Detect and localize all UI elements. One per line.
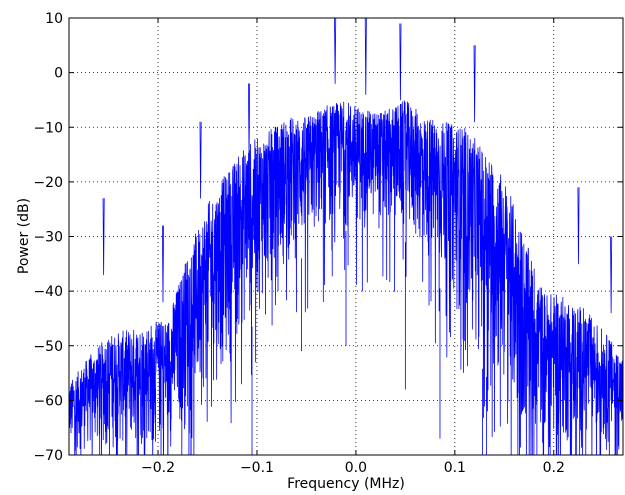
x-axis-title: Frequency (MHz) [287, 476, 405, 492]
y-tick-label: −40 [33, 284, 63, 300]
y-tick-label: −50 [33, 339, 63, 355]
x-tick-label: 0.1 [444, 460, 466, 476]
series-power-spectrum [69, 18, 623, 455]
axis-ticks [69, 17, 623, 456]
x-tick-label: −0.1 [240, 460, 274, 476]
y-tick-label: −70 [33, 448, 63, 464]
tick-labels: −0.2 −0.1 0.0 0.1 0.2 10 0 −10 −20 −30 −40 −50 −60 −7… [33, 11, 564, 476]
y-tick-label: −10 [33, 120, 63, 136]
y-tick-label: −30 [33, 230, 63, 246]
y-tick-label: −20 [33, 175, 63, 191]
y-tick-label: −60 [33, 393, 63, 409]
x-tick-label: 0.0 [345, 460, 367, 476]
x-tick-label: −0.2 [141, 460, 175, 476]
y-axis-title: Power (dB) [16, 198, 32, 274]
power-spectrum-line [69, 18, 623, 455]
x-tick-label: 0.2 [543, 460, 565, 476]
y-tick-label: 10 [45, 11, 63, 27]
y-tick-label: 0 [54, 66, 63, 82]
